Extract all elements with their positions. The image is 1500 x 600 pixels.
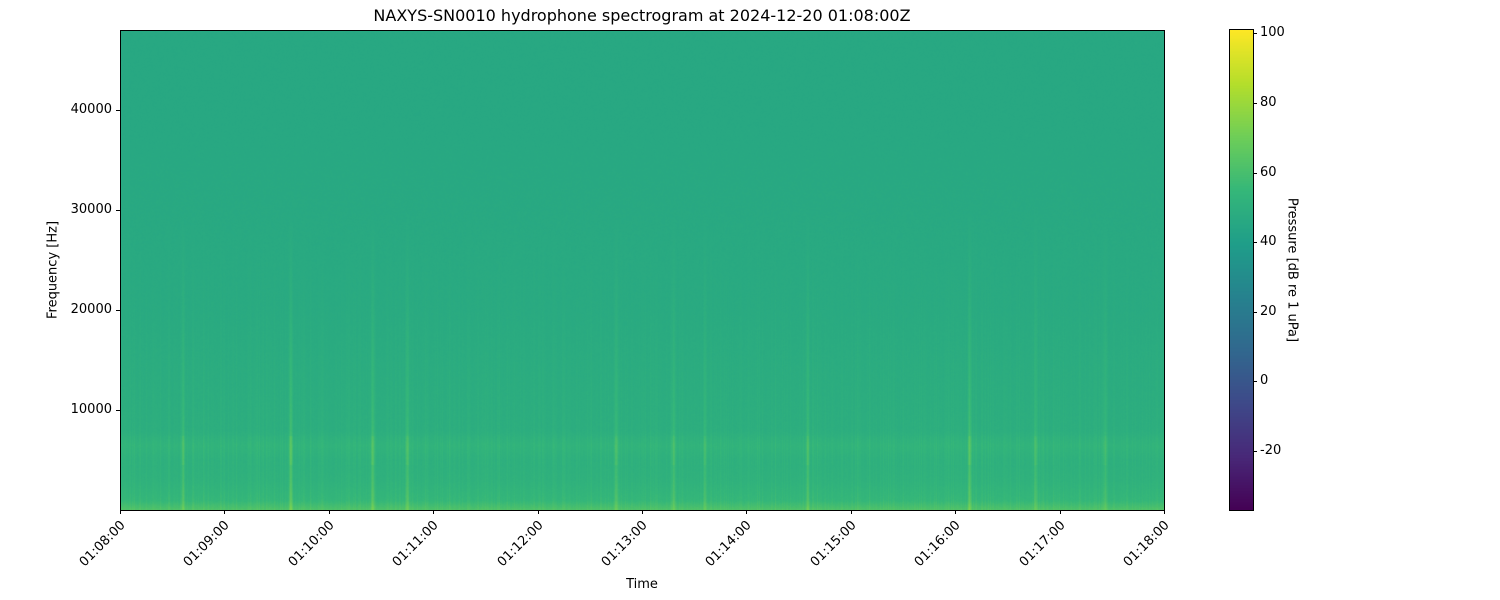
y-tick-label: 40000 xyxy=(70,102,112,117)
x-tick xyxy=(120,510,121,514)
x-tick xyxy=(1164,510,1165,514)
y-tick xyxy=(116,110,120,111)
x-tick xyxy=(642,510,643,514)
y-tick xyxy=(116,410,120,411)
colorbar xyxy=(1230,30,1253,510)
x-tick xyxy=(328,510,330,514)
x-tick xyxy=(433,510,435,514)
colorbar-tick xyxy=(1253,242,1257,244)
x-tick-label: 01:17:00 xyxy=(1016,518,1069,570)
x-tick xyxy=(224,510,226,514)
x-tick xyxy=(955,510,957,514)
y-tick-label: 20000 xyxy=(70,302,112,317)
spectrogram-heatmap xyxy=(120,30,1164,510)
colorbar-tick-label: 20 xyxy=(1260,303,1277,319)
x-tick-label: 01:18:00 xyxy=(1120,518,1173,570)
colorbar-tick xyxy=(1253,172,1257,174)
x-tick xyxy=(537,510,539,514)
colorbar-tick xyxy=(1253,33,1257,35)
colorbar-tick-label: -20 xyxy=(1260,442,1282,458)
colorbar-tick xyxy=(1253,450,1257,452)
x-tick xyxy=(1059,510,1061,514)
colorbar-label: Pressure [dB re 1 uPa] xyxy=(1284,197,1300,343)
x-tick xyxy=(746,510,748,514)
colorbar-tick-label: 0 xyxy=(1260,373,1269,389)
y-tick-label: 10000 xyxy=(70,402,112,417)
x-tick-label: 01:11:00 xyxy=(389,518,442,570)
colorbar-tick-label: 80 xyxy=(1260,95,1277,111)
chart-title: NAXYS-SN0010 hydrophone spectrogram at 2… xyxy=(373,6,911,25)
colorbar-tick xyxy=(1253,381,1257,383)
colorbar-tick xyxy=(1253,311,1257,313)
x-axis-label: Time xyxy=(626,577,658,592)
x-tick-label: 01:13:00 xyxy=(598,518,651,570)
colorbar-tick xyxy=(1253,103,1257,105)
x-tick-label: 01:08:00 xyxy=(76,518,129,570)
y-tick xyxy=(116,310,120,311)
x-tick-label: 01:09:00 xyxy=(181,518,233,570)
x-tick-label: 01:16:00 xyxy=(911,518,964,570)
y-tick-label: 30000 xyxy=(70,202,112,217)
x-tick xyxy=(850,510,852,514)
x-tick-label: 01:10:00 xyxy=(285,518,338,570)
x-tick-label: 01:12:00 xyxy=(494,518,547,570)
y-tick xyxy=(116,210,120,211)
colorbar-tick-label: 100 xyxy=(1260,25,1285,41)
colorbar-tick-label: 40 xyxy=(1260,234,1277,250)
x-tick-label: 01:14:00 xyxy=(703,518,755,570)
x-tick-label: 01:15:00 xyxy=(807,518,860,570)
colorbar-tick-label: 60 xyxy=(1260,164,1277,180)
